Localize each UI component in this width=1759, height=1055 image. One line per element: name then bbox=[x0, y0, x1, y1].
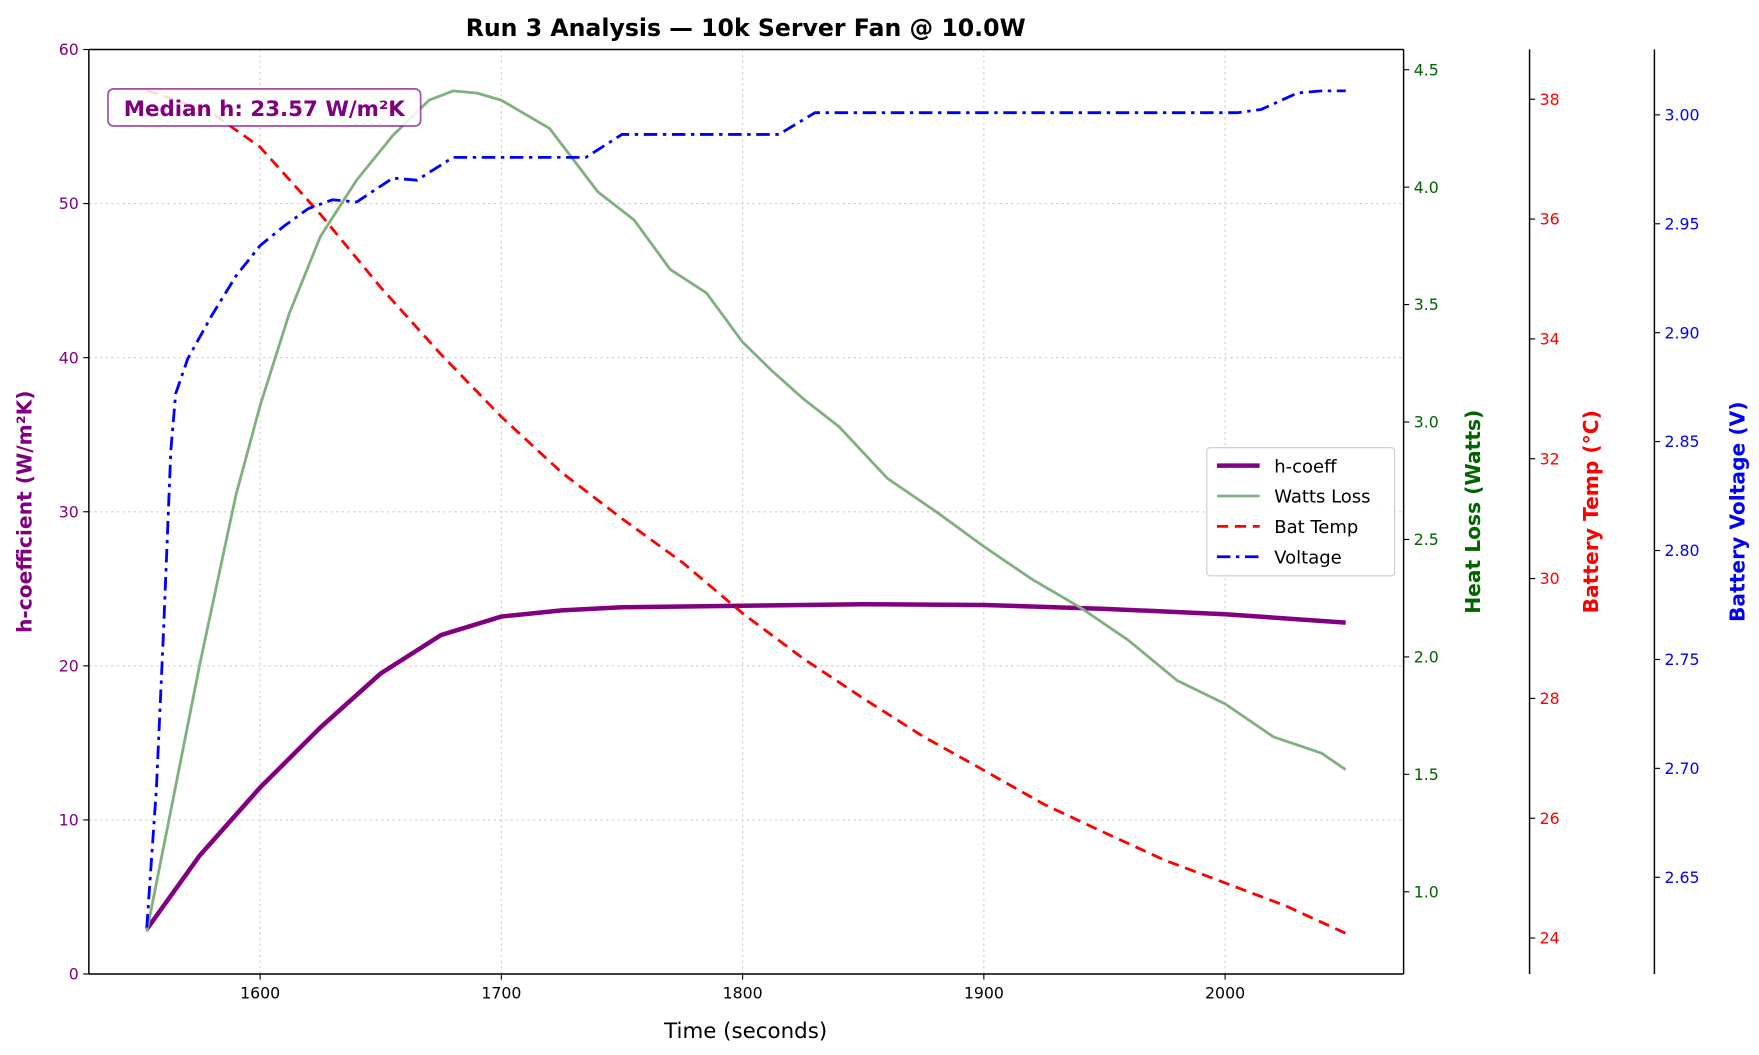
v-tick-label: 2.95 bbox=[1665, 214, 1700, 233]
w-tick-label: 4.5 bbox=[1414, 60, 1439, 79]
h-tick-label: 40 bbox=[59, 348, 79, 367]
h-tick-label: 60 bbox=[59, 40, 79, 59]
series-line-bat-temp bbox=[146, 88, 1347, 935]
legend-label: Watts Loss bbox=[1274, 487, 1370, 508]
x-tick-label: 2000 bbox=[1205, 984, 1245, 1003]
t-tick-label: 30 bbox=[1540, 569, 1560, 588]
legend-label: Voltage bbox=[1274, 547, 1341, 568]
v-tick-label: 2.90 bbox=[1665, 323, 1700, 342]
t-tick-label: 38 bbox=[1540, 90, 1560, 109]
w-axis-label: Heat Loss (Watts) bbox=[1461, 410, 1485, 614]
h-tick-label: 10 bbox=[59, 811, 79, 830]
h-tick-label: 50 bbox=[59, 194, 79, 213]
w-tick-label: 3.5 bbox=[1414, 295, 1439, 314]
x-tick-label: 1800 bbox=[723, 984, 763, 1003]
legend-label: Bat Temp bbox=[1274, 517, 1358, 538]
x-tick-label: 1700 bbox=[481, 984, 521, 1003]
w-tick-label: 4.0 bbox=[1414, 178, 1439, 197]
legend-box bbox=[1206, 447, 1396, 577]
v-axis-label: Battery Voltage (V) bbox=[1725, 402, 1749, 622]
h-tick-label: 30 bbox=[59, 502, 79, 521]
series-line-voltage bbox=[145, 89, 1346, 928]
legend-label: h-coeff bbox=[1274, 456, 1337, 477]
legend: h-coeff Watts Loss Bat Temp Voltage bbox=[1206, 447, 1396, 577]
x-tick-label: 1900 bbox=[964, 984, 1004, 1003]
annotation-text: Median h: 23.57 W/m²K bbox=[124, 97, 407, 122]
axes: 1600 1700 1800 1900 2000 0 10 20 30 40 50 60 h-coeff… bbox=[12, 40, 1749, 1003]
t-tick-label: 28 bbox=[1540, 689, 1560, 708]
v-tick-label: 2.85 bbox=[1665, 432, 1700, 451]
h-axis-label: h-coefficient (W/m²K) bbox=[12, 390, 36, 633]
w-tick-label: 1.0 bbox=[1414, 882, 1439, 901]
h-tick-label: 20 bbox=[59, 656, 79, 675]
w-tick-label: 2.0 bbox=[1414, 648, 1439, 667]
x-tick-label: 1600 bbox=[240, 984, 280, 1003]
v-tick-label: 2.75 bbox=[1665, 650, 1700, 669]
w-tick-label: 3.0 bbox=[1414, 413, 1439, 432]
v-tick-label: 2.70 bbox=[1665, 759, 1700, 778]
t-axis-label: Battery Temp (°C) bbox=[1579, 410, 1603, 613]
t-tick-label: 24 bbox=[1540, 929, 1560, 948]
series-line-h-coeff bbox=[144, 601, 1346, 931]
chart-title: Run 3 Analysis — 10k Server Fan @ 10.0W bbox=[466, 14, 1026, 42]
annotation-box bbox=[107, 88, 422, 127]
t-tick-label: 26 bbox=[1540, 809, 1560, 828]
w-tick-label: 2.5 bbox=[1414, 530, 1439, 549]
v-tick-label: 2.80 bbox=[1665, 541, 1700, 560]
h-tick-label: 0 bbox=[69, 965, 79, 984]
x-axis-label: Time (seconds) bbox=[663, 1019, 827, 1044]
t-tick-label: 36 bbox=[1540, 210, 1560, 229]
series-lines bbox=[144, 88, 1347, 935]
t-tick-label: 34 bbox=[1540, 330, 1560, 349]
t-tick-label: 32 bbox=[1540, 449, 1560, 468]
w-tick-label: 1.5 bbox=[1414, 765, 1439, 784]
series-line-watts-loss bbox=[145, 89, 1347, 932]
v-tick-label: 3.00 bbox=[1665, 105, 1700, 124]
median-annotation: Median h: 23.57 W/m²K bbox=[107, 88, 422, 127]
v-tick-label: 2.65 bbox=[1665, 868, 1700, 887]
